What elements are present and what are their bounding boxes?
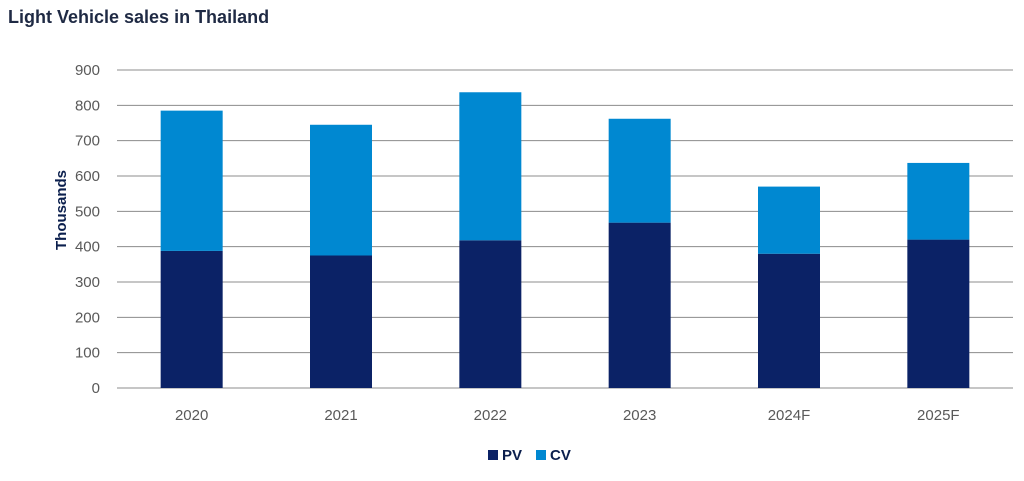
bar-cv-2022: [459, 92, 522, 241]
legend: PV CV: [488, 447, 571, 464]
y-tick-label: 800: [75, 97, 100, 114]
y-tick-label: 300: [75, 274, 100, 291]
y-tick-label: 700: [75, 133, 100, 150]
x-tick-label: 2025F: [917, 407, 960, 424]
bar-cv-2020: [160, 110, 223, 251]
y-tick-label: 500: [75, 203, 100, 220]
y-axis-label: Thousands: [53, 170, 70, 250]
y-tick-label: 0: [92, 380, 100, 397]
bar-pv-2022: [459, 240, 522, 388]
y-tick-label: 200: [75, 309, 100, 326]
y-tick-label: 400: [75, 239, 100, 256]
legend-label-cv: CV: [550, 447, 571, 464]
y-axis-ticks: 0 100 200 300 400 500 600 700 800 900: [75, 62, 100, 397]
bar-pv-2024f: [758, 253, 820, 388]
bar-cv-2024f: [758, 186, 820, 254]
x-tick-label: 2024F: [768, 407, 811, 424]
bar-pv-2023: [608, 222, 671, 388]
y-tick-label: 600: [75, 168, 100, 185]
x-tick-label: 2022: [474, 407, 507, 424]
bar-pv-2025f: [907, 239, 970, 388]
y-tick-label: 100: [75, 345, 100, 362]
legend-label-pv: PV: [502, 447, 522, 464]
bar-pv-2020: [160, 250, 223, 388]
bar-cv-2025f: [907, 162, 970, 240]
legend-swatch-pv: [488, 450, 498, 460]
bar-cv-2021: [310, 124, 372, 256]
y-tick-label: 900: [75, 62, 100, 79]
x-axis-ticks: 2020 2021 2022 2023 2024F 2025F: [175, 407, 960, 424]
x-tick-label: 2023: [623, 407, 656, 424]
x-tick-label: 2020: [175, 407, 208, 424]
bar-cv-2023: [608, 118, 671, 223]
bar-pv-2021: [310, 255, 372, 388]
x-tick-label: 2021: [324, 407, 357, 424]
chart-title: Light Vehicle sales in Thailand: [8, 7, 270, 27]
legend-swatch-cv: [536, 450, 546, 460]
gridlines: [117, 69, 1013, 389]
bars: [160, 92, 970, 388]
